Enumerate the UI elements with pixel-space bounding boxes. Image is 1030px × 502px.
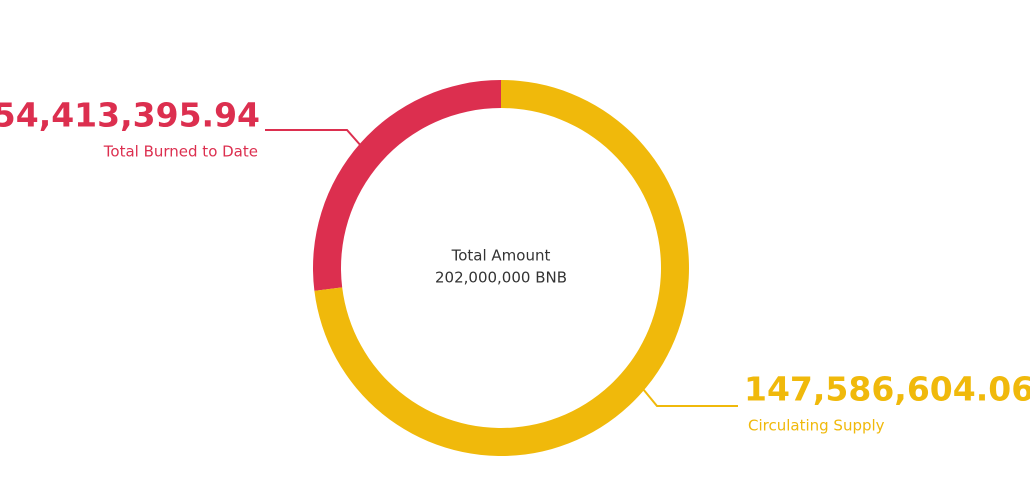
category-label: Total Burned to Date (103, 143, 258, 161)
donut-slice (312, 80, 501, 291)
center-total: 202,000,000 BNB (435, 269, 567, 287)
center-title: Total Amount (451, 247, 551, 265)
value-label: 54,413,395.94 (0, 96, 260, 135)
leader-line (265, 129, 363, 148)
category-label: Circulating Supply (748, 417, 885, 435)
value-label: 147,586,604.06 (744, 370, 1030, 409)
leader-line (642, 388, 738, 407)
